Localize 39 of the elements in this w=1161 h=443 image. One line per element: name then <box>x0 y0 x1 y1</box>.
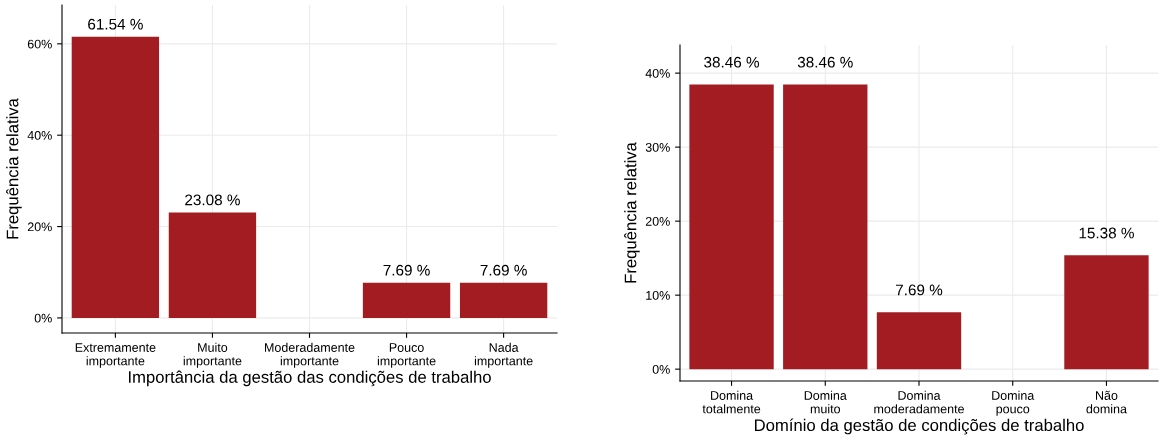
data-label: 23.08 % <box>185 194 240 206</box>
y-tick-label: 20% <box>27 222 52 232</box>
bar <box>876 312 962 370</box>
bar <box>459 282 548 318</box>
x-tick-label: Domina muito <box>804 390 847 414</box>
y-tick-label: 10% <box>646 290 670 300</box>
y-tick-label: 20% <box>645 216 670 226</box>
bar <box>783 84 868 370</box>
data-label: 38.46 % <box>704 56 760 68</box>
data-label: 38.46 % <box>797 56 853 68</box>
y-tick-label: 30% <box>645 142 670 152</box>
x-tick-label: Pouco importante <box>377 343 436 368</box>
x-tick-label: Muito importante <box>183 342 242 368</box>
data-label: 7.69 % <box>896 284 943 296</box>
x-axis-title: Domínio da gestão de condições de trabalho <box>754 418 1084 435</box>
bar <box>689 84 774 370</box>
bar <box>71 36 160 318</box>
y-tick-label: 0% <box>34 313 52 323</box>
bar <box>168 212 257 318</box>
data-label: 7.69 % <box>383 264 430 276</box>
x-tick-label: Nada importante <box>474 342 533 368</box>
data-label: 7.69 % <box>480 264 527 276</box>
y-tick-label: 40% <box>645 68 670 78</box>
bar <box>362 282 451 318</box>
x-tick-label: Domina totalmente <box>702 390 761 414</box>
data-label: 15.38 % <box>1079 227 1134 239</box>
x-tick-label: Moderadamente importante <box>265 342 355 368</box>
data-label: 61.54 % <box>88 18 143 30</box>
x-tick-label: Domina pouco <box>992 390 1035 416</box>
y-tick-label: 0% <box>652 364 670 374</box>
y-axis-title: Frequência relativa <box>624 142 640 283</box>
y-tick-label: 40% <box>27 131 52 140</box>
x-tick-label: Domina moderadamente <box>874 390 964 414</box>
x-tick-label: Extremamente importante <box>75 343 156 368</box>
x-tick-label: Não domina <box>1086 390 1127 414</box>
bar <box>1064 255 1149 370</box>
y-axis-title: Frequência relativa <box>6 98 22 239</box>
x-axis-title: Importância da gestão das condições de trabalho <box>128 370 491 387</box>
y-tick-label: 60% <box>27 39 52 49</box>
